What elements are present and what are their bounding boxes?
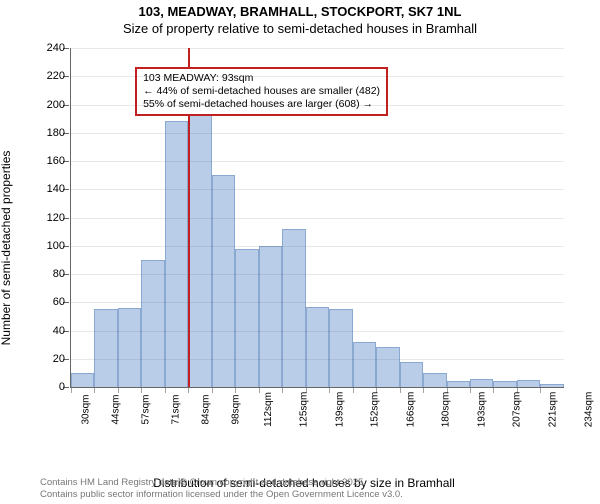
- bar: [118, 308, 141, 387]
- y-tick-label: 120: [37, 212, 65, 224]
- y-tick-label: 220: [37, 70, 65, 82]
- gridline: [71, 48, 564, 49]
- annotation-line: ← 44% of semi-detached houses are smalle…: [143, 85, 380, 98]
- footer-line-2: Contains public sector information licen…: [40, 489, 403, 500]
- bar: [212, 175, 235, 387]
- bar: [376, 347, 399, 387]
- y-tick-label: 180: [37, 127, 65, 139]
- x-tick-label: 98sqm: [231, 394, 242, 424]
- x-tick-label: 207sqm: [512, 392, 523, 428]
- gridline: [71, 331, 564, 332]
- chart-area: Number of semi-detached properties 30sqm…: [34, 48, 574, 448]
- gridline: [71, 218, 564, 219]
- gridline: [71, 161, 564, 162]
- y-tick-label: 100: [37, 240, 65, 252]
- x-tick-label: 234sqm: [583, 392, 594, 428]
- x-tick-label: 180sqm: [441, 392, 452, 428]
- gridline: [71, 302, 564, 303]
- annotation-box: 103 MEADWAY: 93sqm← 44% of semi-detached…: [135, 67, 388, 116]
- x-tick-label: 221sqm: [547, 392, 558, 428]
- bar: [282, 229, 305, 387]
- gridline: [71, 76, 564, 77]
- bar: [400, 362, 423, 387]
- y-tick-label: 80: [37, 268, 65, 280]
- x-tick-label: 44sqm: [111, 394, 122, 424]
- y-tick-label: 240: [37, 42, 65, 54]
- gridline: [71, 105, 564, 106]
- bar: [423, 373, 446, 387]
- bar: [329, 309, 352, 387]
- gridline: [71, 274, 564, 275]
- gridline: [71, 133, 564, 134]
- x-tick-label: 125sqm: [298, 392, 309, 428]
- x-tick-label: 57sqm: [141, 394, 152, 424]
- chart-title: 103, MEADWAY, BRAMHALL, STOCKPORT, SK7 1…: [0, 4, 600, 19]
- x-tick-label: 152sqm: [369, 392, 380, 428]
- y-tick-label: 160: [37, 155, 65, 167]
- y-axis-label: Number of semi-detached properties: [0, 151, 13, 346]
- y-tick-label: 20: [37, 353, 65, 365]
- y-tick-label: 40: [37, 325, 65, 337]
- bar: [353, 342, 376, 387]
- bar: [71, 373, 94, 387]
- bar: [306, 307, 329, 388]
- y-tick-label: 140: [37, 183, 65, 195]
- bar: [94, 309, 117, 387]
- x-tick-labels: 30sqm44sqm57sqm71sqm84sqm98sqm112sqm125s…: [71, 386, 564, 397]
- y-tick-label: 60: [37, 296, 65, 308]
- y-tick-label: 200: [37, 99, 65, 111]
- y-tick-label: 0: [37, 381, 65, 393]
- bar: [259, 246, 282, 387]
- gridline: [71, 189, 564, 190]
- x-tick-label: 139sqm: [334, 392, 345, 428]
- x-tick-label: 193sqm: [476, 392, 487, 428]
- x-tick-label: 84sqm: [201, 394, 212, 424]
- x-tick-label: 30sqm: [81, 394, 92, 424]
- gridline: [71, 246, 564, 247]
- footer-line-1: Contains HM Land Registry data © Crown c…: [40, 477, 403, 488]
- footer-attribution: Contains HM Land Registry data © Crown c…: [40, 477, 403, 500]
- gridline: [71, 359, 564, 360]
- x-tick-label: 112sqm: [263, 392, 274, 427]
- bar: [141, 260, 164, 387]
- x-tick-label: 71sqm: [171, 394, 182, 424]
- chart-subtitle: Size of property relative to semi-detach…: [0, 21, 600, 36]
- bar: [188, 107, 211, 387]
- annotation-line: 103 MEADWAY: 93sqm: [143, 72, 380, 85]
- bar: [235, 249, 258, 387]
- x-tick-label: 166sqm: [405, 392, 416, 428]
- plot-region: 30sqm44sqm57sqm71sqm84sqm98sqm112sqm125s…: [70, 48, 564, 388]
